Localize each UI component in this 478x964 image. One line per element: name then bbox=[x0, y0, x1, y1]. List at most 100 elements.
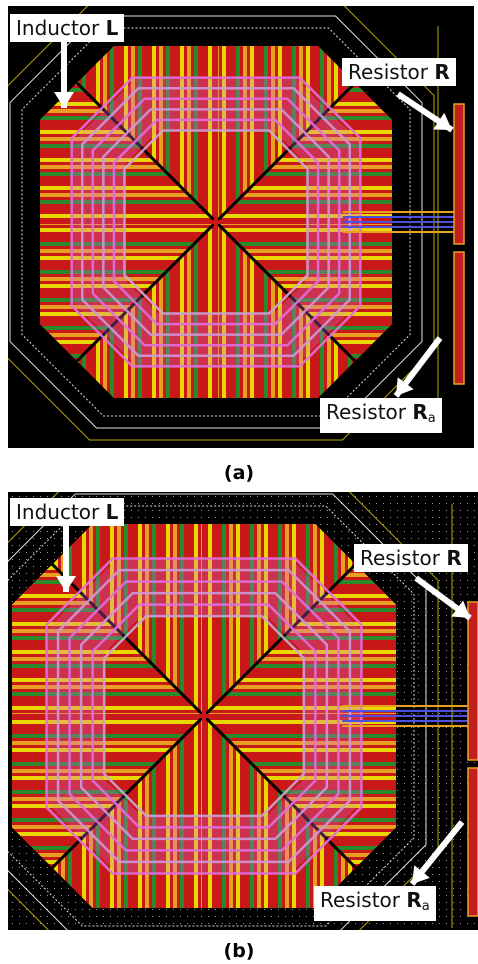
grid-dot bbox=[47, 531, 48, 532]
grid-dot bbox=[215, 503, 216, 504]
grid-dot bbox=[278, 923, 279, 924]
grid-dot bbox=[432, 678, 433, 679]
grid-dot bbox=[376, 867, 377, 868]
grid-dot bbox=[453, 846, 454, 847]
grid-dot bbox=[460, 797, 461, 798]
grid-dot bbox=[453, 741, 454, 742]
grid-dot bbox=[33, 545, 34, 546]
grid-dot bbox=[89, 496, 90, 497]
coil-winding bbox=[80, 86, 352, 358]
grid-dot bbox=[334, 510, 335, 511]
grid-dot bbox=[446, 727, 447, 728]
grid-dot bbox=[432, 769, 433, 770]
grid-dot bbox=[446, 734, 447, 735]
grid-dot bbox=[418, 727, 419, 728]
grid-dot bbox=[26, 874, 27, 875]
grid-dot bbox=[432, 524, 433, 525]
grid-dot bbox=[411, 573, 412, 574]
grid-dot bbox=[432, 601, 433, 602]
grid-dot bbox=[166, 496, 167, 497]
grid-dot bbox=[299, 916, 300, 917]
grid-dot bbox=[432, 650, 433, 651]
grid-dot bbox=[278, 510, 279, 511]
grid-dot bbox=[411, 524, 412, 525]
grid-dot bbox=[439, 503, 440, 504]
grid-dot bbox=[453, 867, 454, 868]
grid-dot bbox=[12, 545, 13, 546]
grid-dot bbox=[383, 853, 384, 854]
grid-dot bbox=[138, 510, 139, 511]
grid-dot bbox=[397, 748, 398, 749]
grid-dot bbox=[383, 538, 384, 539]
grid-dot bbox=[257, 510, 258, 511]
grid-dot bbox=[313, 923, 314, 924]
grid-dot bbox=[292, 510, 293, 511]
grid-dot bbox=[460, 769, 461, 770]
grid-dot bbox=[460, 916, 461, 917]
grid-dot bbox=[411, 755, 412, 756]
grid-dot bbox=[432, 636, 433, 637]
grid-dot bbox=[75, 902, 76, 903]
grid-dot bbox=[411, 748, 412, 749]
grid-dot bbox=[40, 531, 41, 532]
grid-dot bbox=[40, 902, 41, 903]
grid-dot bbox=[474, 503, 475, 504]
grid-dot bbox=[432, 608, 433, 609]
grid-dot bbox=[355, 510, 356, 511]
grid-dot bbox=[404, 825, 405, 826]
grid-dot bbox=[453, 503, 454, 504]
grid-dot bbox=[467, 496, 468, 497]
grid-dot bbox=[124, 510, 125, 511]
grid-dot bbox=[145, 517, 146, 518]
grid-dot bbox=[236, 496, 237, 497]
grid-dot bbox=[397, 699, 398, 700]
grid-dot bbox=[117, 923, 118, 924]
grid-dot bbox=[306, 909, 307, 910]
pointer-arrow-head bbox=[451, 600, 470, 618]
grid-dot bbox=[82, 909, 83, 910]
grid-dot bbox=[334, 496, 335, 497]
grid-dot bbox=[383, 923, 384, 924]
grid-dot bbox=[411, 692, 412, 693]
grid-dot bbox=[61, 916, 62, 917]
grid-dot bbox=[362, 503, 363, 504]
grid-dot bbox=[40, 860, 41, 861]
grid-dot bbox=[439, 524, 440, 525]
grid-dot bbox=[411, 594, 412, 595]
grid-dot bbox=[40, 496, 41, 497]
grid-dot bbox=[439, 727, 440, 728]
grid-dot bbox=[390, 860, 391, 861]
grid-dot bbox=[54, 559, 55, 560]
grid-dot bbox=[152, 517, 153, 518]
grid-dot bbox=[411, 510, 412, 511]
resistor-ra bbox=[453, 251, 465, 385]
grid-dot bbox=[40, 895, 41, 896]
grid-dot bbox=[383, 867, 384, 868]
grid-dot bbox=[432, 818, 433, 819]
grid-dot bbox=[180, 510, 181, 511]
grid-dot bbox=[40, 545, 41, 546]
grid-dot bbox=[383, 524, 384, 525]
grid-dot bbox=[369, 573, 370, 574]
grid-dot bbox=[138, 909, 139, 910]
grid-dot bbox=[390, 503, 391, 504]
grid-dot bbox=[341, 538, 342, 539]
grid-dot bbox=[460, 657, 461, 658]
grid-dot bbox=[460, 650, 461, 651]
grid-dot bbox=[418, 587, 419, 588]
grid-dot bbox=[271, 503, 272, 504]
grid-dot bbox=[460, 601, 461, 602]
grid-dot bbox=[201, 496, 202, 497]
grid-dot bbox=[432, 867, 433, 868]
grid-dot bbox=[439, 510, 440, 511]
grid-dot bbox=[453, 643, 454, 644]
grid-dot bbox=[376, 881, 377, 882]
grid-dot bbox=[61, 902, 62, 903]
grid-dot bbox=[215, 496, 216, 497]
grid-dot bbox=[341, 496, 342, 497]
grid-dot bbox=[152, 909, 153, 910]
grid-dot bbox=[131, 496, 132, 497]
grid-dot bbox=[460, 881, 461, 882]
grid-dot bbox=[243, 503, 244, 504]
grid-dot bbox=[152, 496, 153, 497]
